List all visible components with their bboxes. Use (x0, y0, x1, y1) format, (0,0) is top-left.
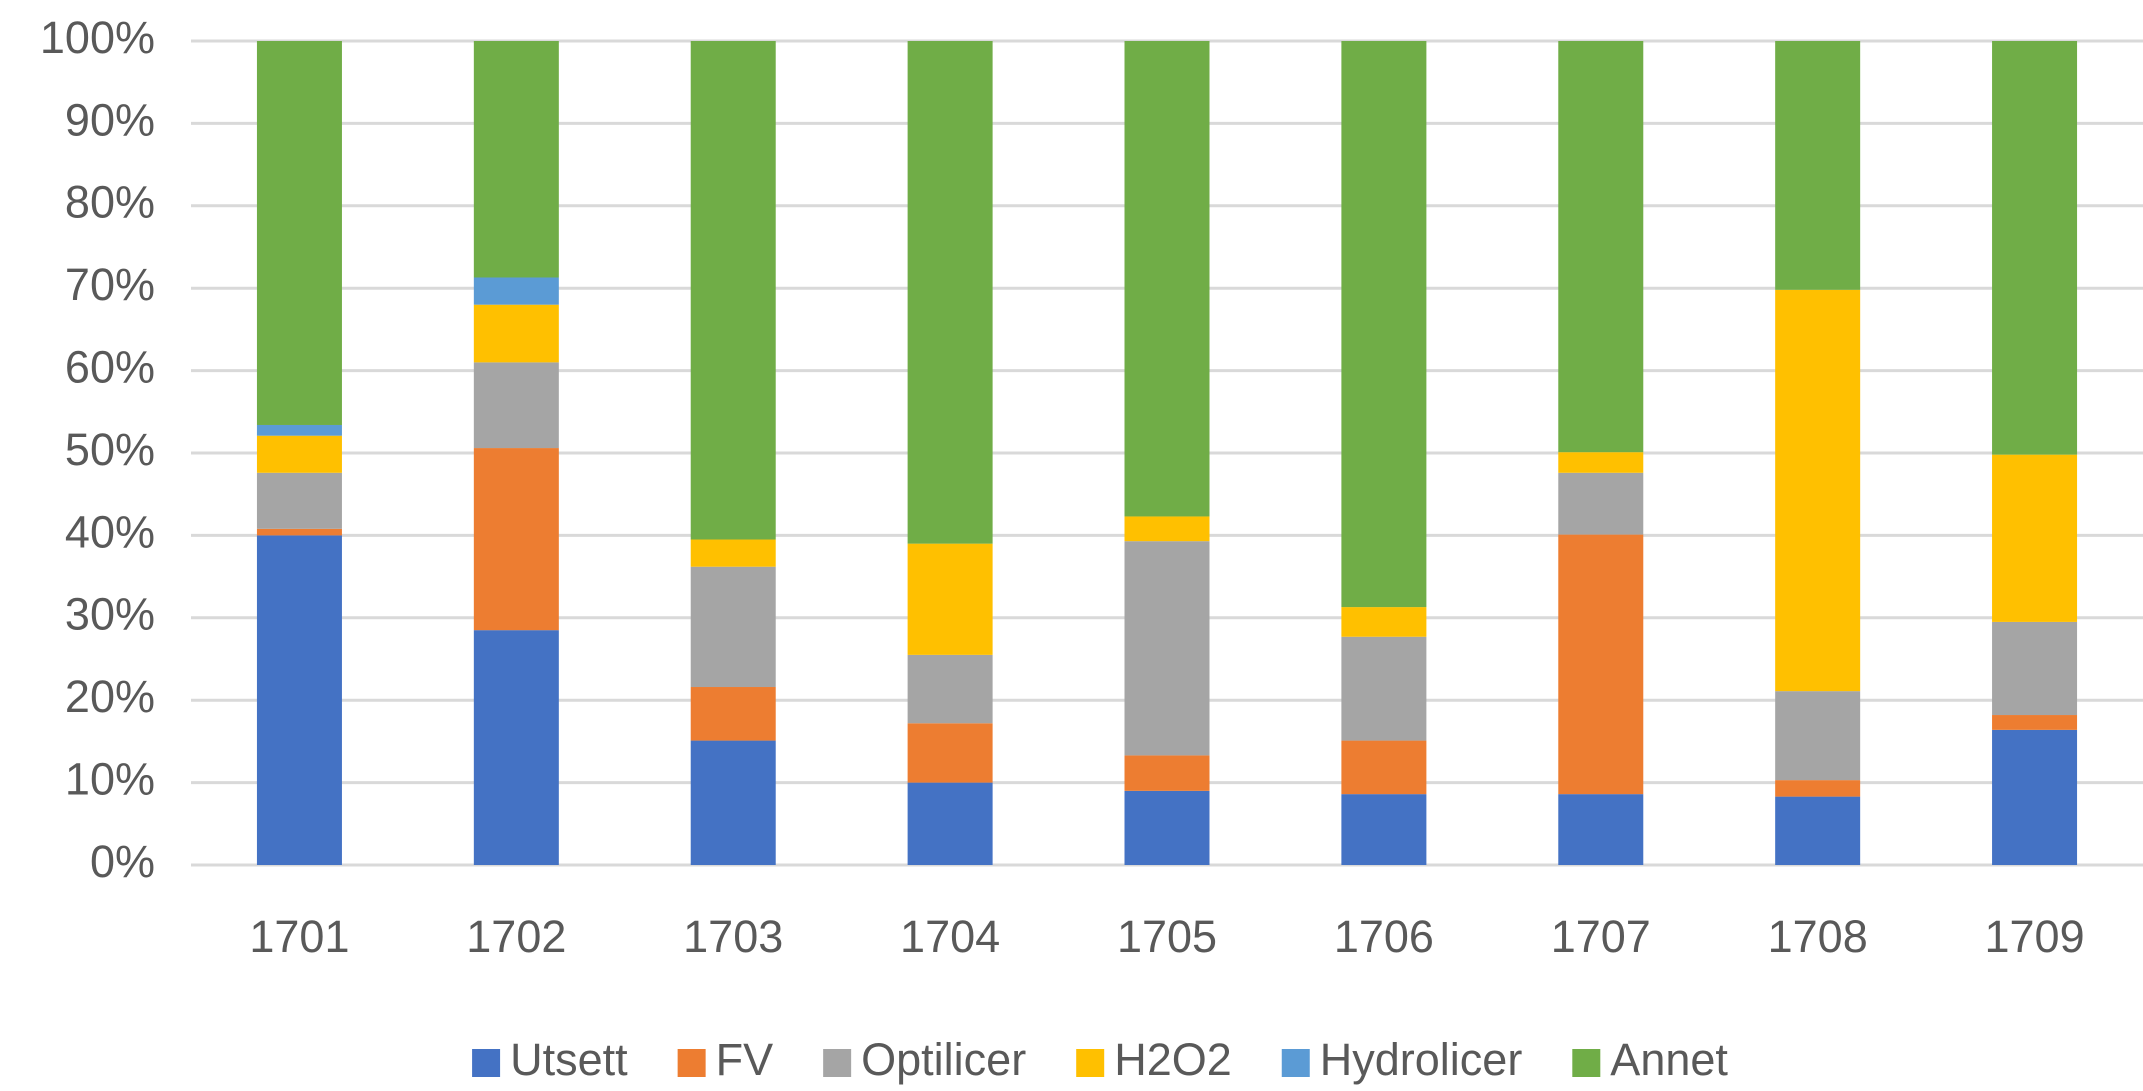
legend-swatch (1572, 1049, 1601, 1077)
bar-segment (1558, 472, 1644, 535)
bar-segment (907, 782, 993, 865)
bar-segment (1775, 796, 1861, 865)
bar-segment (256, 472, 342, 529)
legend-label: Optilicer (861, 1034, 1026, 1085)
bar-segment (690, 566, 776, 688)
bar-segment (473, 277, 559, 305)
legend-swatch (1281, 1049, 1310, 1077)
x-tick-label: 1706 (1334, 911, 1434, 962)
bar-segment (907, 723, 993, 783)
legend-swatch (1076, 1049, 1105, 1077)
legend: Utsett FV Optilicer H2O2 Hydrolicer Annet (472, 1034, 1728, 1085)
bar-segment (690, 740, 776, 865)
bar-segment (907, 543, 993, 655)
bar-segment (1992, 41, 2078, 455)
bar-segment (1341, 41, 1427, 608)
bar-segment (1992, 715, 2078, 730)
bar-segment (907, 41, 993, 544)
bar-segment (1775, 691, 1861, 781)
bar-segment (907, 654, 993, 724)
bar-segment (473, 448, 559, 631)
y-tick-label: 0% (90, 836, 155, 887)
bar-segment (1992, 454, 2078, 622)
bar-segment (473, 41, 559, 278)
y-tick-label: 100% (40, 12, 155, 63)
y-tick-label: 50% (65, 424, 155, 475)
y-tick-label: 10% (65, 753, 155, 804)
bar-segment (1124, 755, 1210, 791)
y-tick-label: 60% (65, 341, 155, 392)
bar-segment (1341, 794, 1427, 865)
y-tick-label: 30% (65, 589, 155, 640)
bar-segment (1124, 516, 1210, 542)
legend-label: Utsett (510, 1034, 628, 1085)
bar-segment (256, 41, 342, 425)
bar-segment (1558, 534, 1644, 795)
x-tick-label: 1708 (1768, 911, 1868, 962)
x-tick-label: 1707 (1551, 911, 1651, 962)
legend-label: Hydrolicer (1320, 1034, 1523, 1085)
bar-segment (1558, 794, 1644, 865)
y-tick-label: 90% (65, 94, 155, 145)
legend-label: Annet (1610, 1034, 1728, 1085)
bar-segment (256, 435, 342, 473)
bar-segment (1775, 780, 1861, 797)
bar-segment (1992, 729, 2078, 865)
x-tick-label: 1704 (900, 911, 1000, 962)
legend-label: FV (716, 1034, 774, 1085)
bar-segment (256, 424, 342, 436)
bar-segment (1558, 452, 1644, 473)
bar-segment (690, 539, 776, 567)
bar-segment (1124, 41, 1210, 517)
bar-segment (256, 528, 342, 536)
bar-segment (1992, 621, 2078, 716)
x-tick-label: 1702 (466, 911, 566, 962)
legend-label: H2O2 (1114, 1034, 1232, 1085)
y-tick-label: 40% (65, 506, 155, 557)
y-tick-label: 80% (65, 177, 155, 228)
bar-segment (473, 630, 559, 865)
bar-segment (1124, 541, 1210, 756)
bar-segment (1775, 41, 1861, 290)
x-tick-label: 1701 (249, 911, 349, 962)
x-tick-label: 1703 (683, 911, 783, 962)
bar-segment (690, 41, 776, 540)
bar-segment (1341, 740, 1427, 795)
x-tick-label: 1705 (1117, 911, 1217, 962)
x-tick-label: 1709 (1985, 911, 2085, 962)
bar-segment (1341, 607, 1427, 637)
legend-swatch (823, 1049, 852, 1077)
bar-segment (1558, 41, 1644, 453)
legend-swatch (677, 1049, 706, 1077)
bar-segment (256, 535, 342, 865)
bar-segment (473, 304, 559, 363)
legend-swatch (472, 1049, 501, 1077)
bar-segment (473, 362, 559, 449)
bar-segment (1341, 636, 1427, 741)
y-tick-label: 70% (65, 259, 155, 310)
bar-segment (1775, 289, 1861, 692)
bar-segment (1124, 790, 1210, 865)
y-tick-label: 20% (65, 671, 155, 722)
bar-segment (690, 687, 776, 741)
